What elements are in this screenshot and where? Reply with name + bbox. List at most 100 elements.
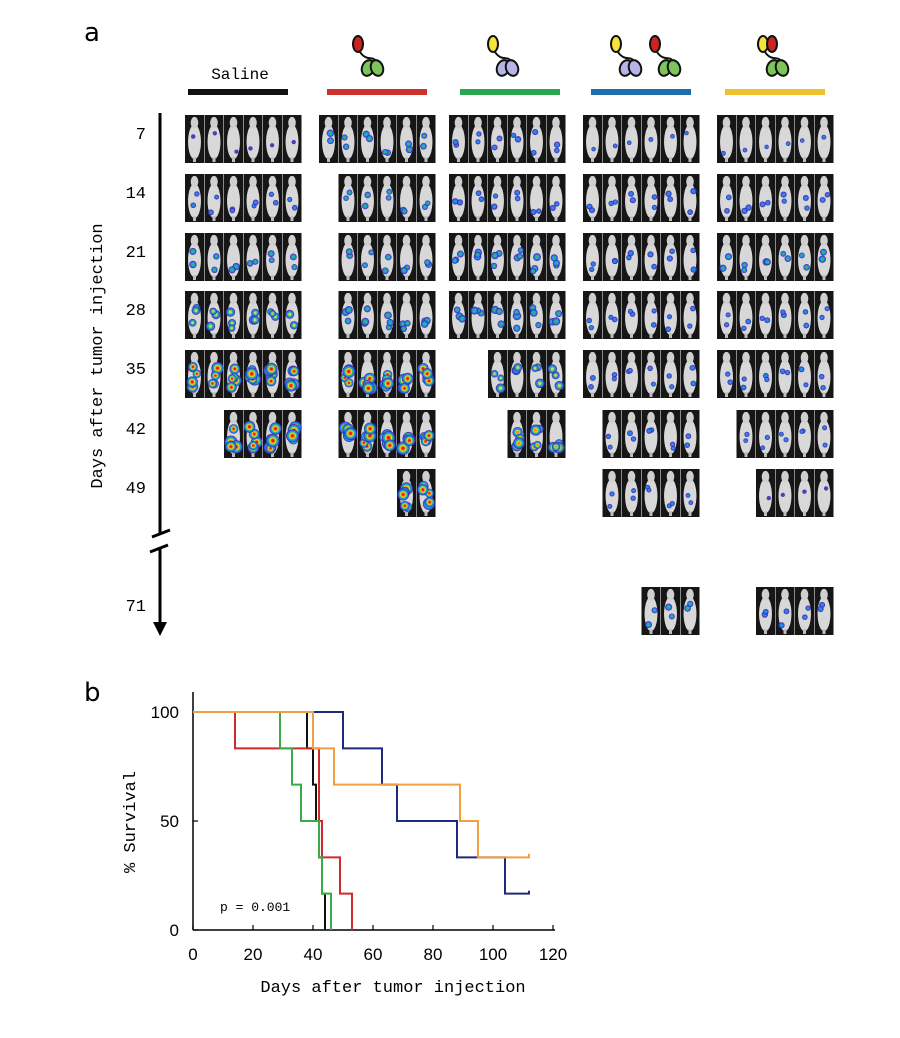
image-strip-day-35-group-5	[717, 350, 834, 398]
mouse-image	[243, 233, 263, 281]
mouse-image	[814, 410, 834, 458]
image-strip-day-7-group-5	[717, 115, 834, 163]
image-strip-day-7-group-3	[449, 115, 566, 163]
mouse-image	[814, 587, 834, 635]
mouse-image	[319, 115, 338, 163]
y-tick-label: 50	[160, 812, 179, 831]
mouse-image	[338, 115, 358, 163]
mouse-image	[468, 174, 488, 222]
image-strip-day-71-group-4	[641, 587, 700, 635]
mouse-image	[680, 174, 700, 222]
mouse-image	[488, 233, 507, 281]
mouse-image	[204, 174, 224, 222]
mouse-image	[680, 115, 700, 163]
day-label-7: 7	[136, 126, 146, 145]
red-green-organoid-icon-right	[649, 35, 682, 77]
mouse-image	[661, 115, 680, 163]
mouse-image	[756, 587, 775, 635]
chart-y-axis-label: % Survival	[122, 771, 141, 873]
mouse-image	[795, 291, 814, 339]
mouse-image	[468, 233, 488, 281]
mouse-image	[527, 174, 546, 222]
mouse-image	[717, 233, 736, 281]
panel-a-letter: a	[84, 18, 100, 48]
mouse-image	[507, 291, 527, 339]
yellow-blue-organoid-icon	[487, 35, 520, 77]
mouse-image	[661, 587, 680, 635]
image-strip-day-14-group-1	[185, 174, 302, 222]
mouse-image	[546, 410, 566, 458]
survival-line-5	[193, 711, 530, 859]
mouse-image	[397, 350, 416, 398]
day-label-14: 14	[126, 185, 146, 204]
image-strip-day-42-group-3	[507, 410, 566, 458]
mouse-image	[775, 350, 795, 398]
mouse-image	[243, 115, 263, 163]
saline-label: Saline	[211, 66, 269, 84]
mouse-image	[736, 174, 756, 222]
mouse-image	[263, 233, 282, 281]
mouse-image	[717, 350, 736, 398]
mouse-image	[358, 233, 377, 281]
mouse-image	[583, 233, 602, 281]
mouse-image	[546, 233, 566, 281]
mouse-image	[243, 350, 263, 398]
mouse-image	[263, 350, 282, 398]
y-tick-label: 0	[170, 921, 179, 940]
mouse-image	[661, 350, 680, 398]
x-tick-label: 60	[364, 945, 383, 964]
mouse-image	[775, 587, 795, 635]
mouse-image	[602, 350, 622, 398]
mouse-image	[397, 233, 416, 281]
mouse-image	[622, 291, 641, 339]
mouse-image	[756, 291, 775, 339]
mouse-image	[358, 350, 378, 398]
axis-break-mark	[149, 528, 171, 554]
day-label-71: 71	[126, 598, 146, 617]
mouse-image	[795, 115, 814, 163]
chart-series	[193, 711, 530, 930]
mouse-image	[527, 233, 546, 281]
mouse-image	[583, 174, 602, 222]
mouse-image	[377, 350, 397, 398]
mouse-image	[397, 469, 416, 517]
image-strip-day-7-group-4	[583, 115, 700, 163]
survival-line-3	[193, 711, 332, 930]
mouse-image	[602, 174, 622, 222]
mouse-image	[814, 291, 834, 339]
mouse-image	[680, 410, 700, 458]
mouse-image	[449, 291, 468, 339]
mouse-image	[397, 174, 416, 222]
mouse-image	[338, 291, 358, 339]
mouse-image	[717, 291, 736, 339]
mouse-image	[377, 174, 397, 222]
image-strip-day-21-group-5	[717, 233, 834, 281]
mouse-image	[204, 350, 224, 398]
mouse-image	[377, 291, 397, 339]
red-green-organoid-icon	[352, 35, 385, 77]
mouse-image	[795, 233, 814, 281]
mouse-image	[377, 233, 397, 281]
mouse-image	[243, 410, 263, 458]
group-bar-yellow-red-green	[725, 89, 825, 95]
mouse-image	[661, 291, 680, 339]
mouse-image	[224, 233, 243, 281]
mouse-image	[661, 410, 680, 458]
mouse-image	[661, 469, 680, 517]
mouse-image	[263, 174, 282, 222]
mouse-image	[775, 410, 795, 458]
mouse-image	[204, 233, 224, 281]
mouse-image	[224, 410, 243, 458]
survival-line-2	[193, 711, 353, 930]
mouse-image	[527, 115, 546, 163]
mouse-image	[338, 350, 358, 398]
image-strip-day-42-group-2	[338, 410, 436, 458]
mouse-image	[377, 410, 397, 458]
mouse-image	[602, 410, 622, 458]
day-label-28: 28	[126, 302, 146, 321]
mouse-image	[204, 115, 224, 163]
group-header-bars	[188, 89, 825, 95]
mouse-image	[602, 291, 622, 339]
image-strip-day-28-group-2	[338, 291, 436, 339]
y-tick-label: 100	[151, 703, 179, 722]
